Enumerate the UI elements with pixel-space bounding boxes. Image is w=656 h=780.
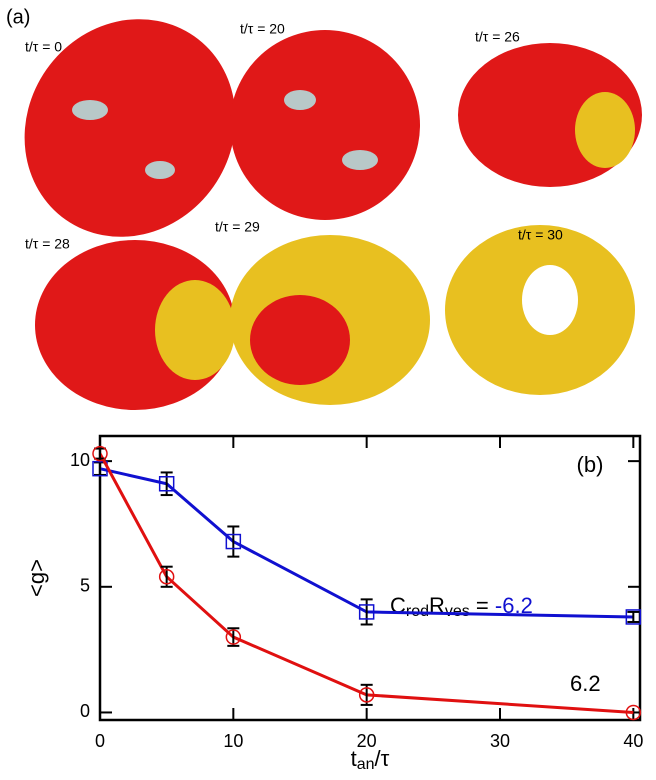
y-tick-label: 0 <box>80 701 90 721</box>
patch <box>342 150 378 170</box>
series-line <box>98 452 634 714</box>
snapshot-label: t/τ = 20 <box>240 21 285 37</box>
marker <box>625 609 642 625</box>
x-tick-label: 20 <box>357 731 377 751</box>
patch <box>72 100 108 120</box>
x-tick-label: 10 <box>223 731 243 751</box>
plot-frame <box>98 434 642 722</box>
patch <box>284 90 316 110</box>
marker <box>158 568 175 585</box>
marker <box>225 629 242 645</box>
vesicle <box>24 19 236 237</box>
y-tick-label: 5 <box>80 576 90 596</box>
marker <box>158 476 175 492</box>
panel-label: (a) <box>6 6 30 28</box>
marker <box>92 445 108 462</box>
hole <box>522 265 578 335</box>
patch <box>155 280 235 380</box>
snapshot-label: t/τ = 28 <box>25 236 70 252</box>
series-line <box>99 467 634 619</box>
snapshots <box>24 19 642 410</box>
x-axis-label: tan/τ <box>351 746 390 773</box>
x-tick-label: 40 <box>623 731 643 751</box>
patch <box>575 92 635 168</box>
snapshot-label: t/τ = 26 <box>475 29 520 45</box>
patch <box>250 295 350 385</box>
snapshot-label: t/τ = 0 <box>25 39 62 55</box>
y-tick-label: 10 <box>70 450 90 470</box>
legend-entry: 6.2 <box>570 671 601 696</box>
marker <box>225 533 242 550</box>
snapshot-label: t/τ = 29 <box>215 219 260 235</box>
marker <box>358 687 375 703</box>
x-tick-label: 0 <box>95 731 105 751</box>
x-tick-label: 30 <box>490 731 510 751</box>
snapshot-label: t/τ = 30 <box>518 227 563 243</box>
patch <box>145 161 175 179</box>
marker <box>358 604 375 620</box>
panel-label: (b) <box>577 452 604 477</box>
y-axis-label: <g> <box>24 559 49 597</box>
vesicle <box>230 30 420 220</box>
marker <box>625 704 642 721</box>
